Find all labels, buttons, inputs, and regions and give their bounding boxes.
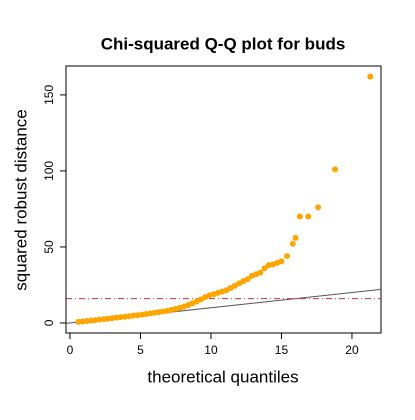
point bbox=[244, 276, 251, 283]
y-axis-label: squared robust distance bbox=[11, 109, 30, 290]
y-tick-label: 100 bbox=[42, 161, 56, 181]
y-tick-label: 50 bbox=[42, 240, 56, 254]
y-tick-label: 0 bbox=[42, 319, 56, 326]
point bbox=[261, 265, 268, 272]
y-tick-label: 150 bbox=[42, 85, 56, 105]
point bbox=[332, 166, 339, 173]
point bbox=[284, 253, 291, 260]
x-axis-label: theoretical quantiles bbox=[147, 367, 298, 386]
point bbox=[296, 213, 303, 220]
point bbox=[278, 258, 285, 265]
x-tick-label: 10 bbox=[204, 343, 218, 357]
chart-title: Chi-squared Q-Q plot for buds bbox=[101, 34, 346, 53]
x-tick-label: 0 bbox=[67, 343, 74, 357]
point bbox=[315, 204, 322, 211]
x-tick-label: 15 bbox=[275, 343, 289, 357]
point bbox=[305, 213, 312, 220]
point bbox=[257, 269, 264, 276]
point bbox=[292, 234, 299, 241]
point bbox=[289, 240, 296, 247]
x-tick-label: 5 bbox=[137, 343, 144, 357]
x-tick-label: 20 bbox=[345, 343, 359, 357]
point bbox=[367, 73, 374, 80]
